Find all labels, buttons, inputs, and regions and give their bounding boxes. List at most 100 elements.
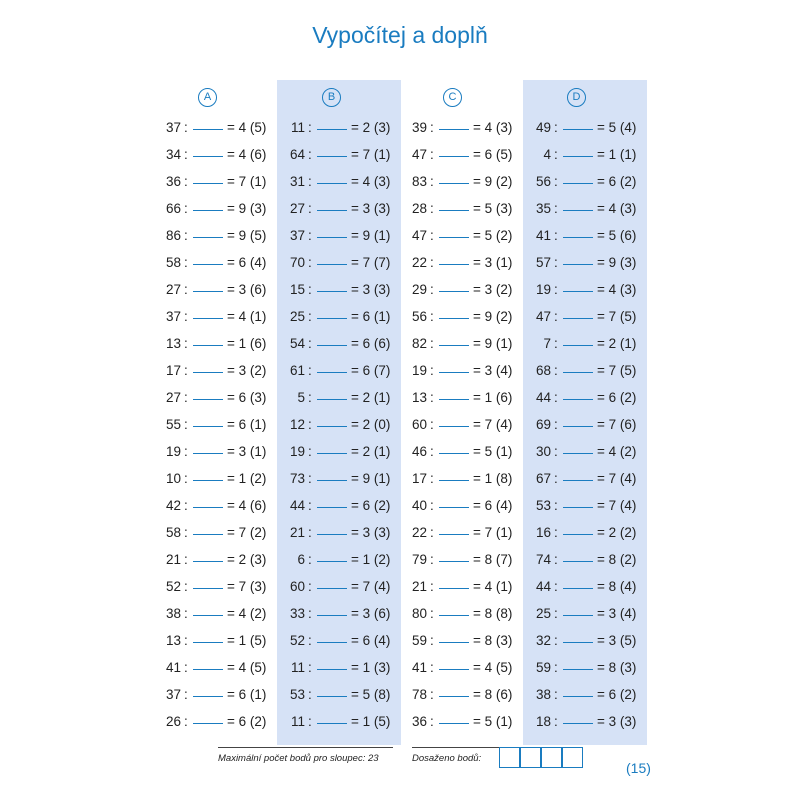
answer-blank[interactable] <box>317 210 347 211</box>
answer-blank[interactable] <box>563 561 593 562</box>
answer-blank[interactable] <box>193 291 223 292</box>
answer-blank[interactable] <box>193 183 223 184</box>
answer-blank[interactable] <box>317 372 347 373</box>
answer-blank[interactable] <box>439 318 469 319</box>
answer-blank[interactable] <box>317 669 347 670</box>
answer-blank[interactable] <box>317 696 347 697</box>
answer-blank[interactable] <box>439 237 469 238</box>
answer-blank[interactable] <box>439 723 469 724</box>
answer-blank[interactable] <box>193 534 223 535</box>
answer-blank[interactable] <box>563 345 593 346</box>
answer-blank[interactable] <box>193 588 223 589</box>
answer-blank[interactable] <box>563 534 593 535</box>
answer-blank[interactable] <box>439 426 469 427</box>
answer-blank[interactable] <box>563 264 593 265</box>
answer-blank[interactable] <box>317 534 347 535</box>
answer-blank[interactable] <box>439 291 469 292</box>
answer-blank[interactable] <box>439 183 469 184</box>
answer-blank[interactable] <box>563 507 593 508</box>
answer-blank[interactable] <box>317 615 347 616</box>
answer-blank[interactable] <box>193 345 223 346</box>
answer-blank[interactable] <box>563 372 593 373</box>
answer-blank[interactable] <box>563 588 593 589</box>
answer-blank[interactable] <box>317 453 347 454</box>
answer-blank[interactable] <box>563 318 593 319</box>
answer-blank[interactable] <box>563 642 593 643</box>
dividend: 13 <box>165 633 181 648</box>
answer-blank[interactable] <box>193 237 223 238</box>
answer-blank[interactable] <box>439 507 469 508</box>
answer-blank[interactable] <box>317 426 347 427</box>
answer-blank[interactable] <box>563 426 593 427</box>
score-box-b[interactable] <box>520 747 541 768</box>
answer-blank[interactable] <box>193 372 223 373</box>
answer-blank[interactable] <box>439 615 469 616</box>
answer-blank[interactable] <box>439 534 469 535</box>
answer-blank[interactable] <box>193 210 223 211</box>
answer-blank[interactable] <box>439 210 469 211</box>
answer-blank[interactable] <box>439 345 469 346</box>
answer-blank[interactable] <box>563 399 593 400</box>
division-colon: : <box>184 309 188 324</box>
answer-blank[interactable] <box>563 480 593 481</box>
answer-blank[interactable] <box>317 291 347 292</box>
answer-blank[interactable] <box>439 156 469 157</box>
answer-blank[interactable] <box>317 480 347 481</box>
answer-blank[interactable] <box>439 264 469 265</box>
answer-blank[interactable] <box>563 183 593 184</box>
answer-blank[interactable] <box>193 453 223 454</box>
answer-blank[interactable] <box>563 291 593 292</box>
answer-blank[interactable] <box>563 696 593 697</box>
answer-blank[interactable] <box>193 696 223 697</box>
score-box-c[interactable] <box>541 747 562 768</box>
answer-blank[interactable] <box>439 561 469 562</box>
answer-blank[interactable] <box>439 453 469 454</box>
answer-blank[interactable] <box>317 507 347 508</box>
answer-blank[interactable] <box>317 642 347 643</box>
answer-blank[interactable] <box>563 453 593 454</box>
answer-blank[interactable] <box>193 399 223 400</box>
score-box-a[interactable] <box>499 747 520 768</box>
answer-blank[interactable] <box>193 507 223 508</box>
answer-blank[interactable] <box>563 237 593 238</box>
answer-blank[interactable] <box>439 642 469 643</box>
answer-blank[interactable] <box>193 156 223 157</box>
answer-blank[interactable] <box>563 129 593 130</box>
answer-blank[interactable] <box>317 318 347 319</box>
answer-blank[interactable] <box>317 237 347 238</box>
answer-blank[interactable] <box>193 615 223 616</box>
answer-blank[interactable] <box>193 129 223 130</box>
answer-blank[interactable] <box>317 264 347 265</box>
quotient-remainder: = 6 (1) <box>227 417 267 432</box>
answer-blank[interactable] <box>563 156 593 157</box>
answer-blank[interactable] <box>563 615 593 616</box>
answer-blank[interactable] <box>439 480 469 481</box>
answer-blank[interactable] <box>317 156 347 157</box>
answer-blank[interactable] <box>193 480 223 481</box>
answer-blank[interactable] <box>439 372 469 373</box>
answer-blank[interactable] <box>563 723 593 724</box>
answer-blank[interactable] <box>193 264 223 265</box>
answer-blank[interactable] <box>563 669 593 670</box>
answer-blank[interactable] <box>317 723 347 724</box>
answer-blank[interactable] <box>317 129 347 130</box>
answer-blank[interactable] <box>317 588 347 589</box>
score-box-d[interactable] <box>562 747 583 768</box>
answer-blank[interactable] <box>317 399 347 400</box>
answer-blank[interactable] <box>193 642 223 643</box>
answer-blank[interactable] <box>563 210 593 211</box>
answer-blank[interactable] <box>439 399 469 400</box>
division-colon: : <box>308 498 312 513</box>
answer-blank[interactable] <box>439 669 469 670</box>
answer-blank[interactable] <box>317 183 347 184</box>
answer-blank[interactable] <box>439 696 469 697</box>
answer-blank[interactable] <box>193 669 223 670</box>
answer-blank[interactable] <box>317 345 347 346</box>
answer-blank[interactable] <box>193 723 223 724</box>
answer-blank[interactable] <box>439 588 469 589</box>
answer-blank[interactable] <box>439 129 469 130</box>
answer-blank[interactable] <box>193 318 223 319</box>
answer-blank[interactable] <box>193 426 223 427</box>
answer-blank[interactable] <box>193 561 223 562</box>
answer-blank[interactable] <box>317 561 347 562</box>
